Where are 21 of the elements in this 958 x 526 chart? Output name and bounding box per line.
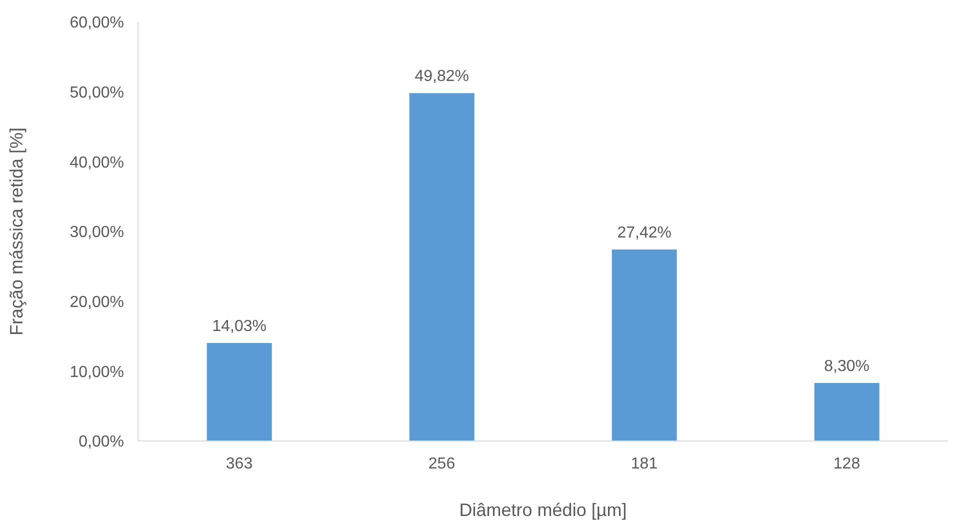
x-tick-label: 256: [428, 455, 456, 472]
bar: [409, 93, 474, 441]
bar: [206, 343, 272, 441]
x-tick-label: 181: [630, 455, 658, 472]
y-tick-label: 10,00%: [70, 364, 124, 381]
y-axis-title: Fração mássica retida [%]: [6, 127, 26, 336]
y-tick-label: 40,00%: [70, 154, 124, 172]
bar: [612, 250, 677, 441]
data-label: 8,30%: [824, 358, 870, 376]
data-label: 49,82%: [414, 68, 469, 86]
x-tick-label: 128: [833, 455, 860, 472]
y-tick-label: 20,00%: [70, 294, 124, 312]
x-tick-label: 363: [226, 455, 253, 472]
y-tick-label: 30,00%: [70, 224, 124, 242]
y-tick-label: 50,00%: [70, 84, 124, 102]
data-label: 27,42%: [617, 224, 672, 242]
bar: [814, 383, 880, 441]
data-label: 14,03%: [212, 318, 266, 336]
x-axis-title: Diâmetro médio [µm]: [459, 500, 627, 520]
y-tick-label: 0,00%: [78, 434, 124, 451]
y-tick-label: 60,00%: [70, 14, 124, 32]
